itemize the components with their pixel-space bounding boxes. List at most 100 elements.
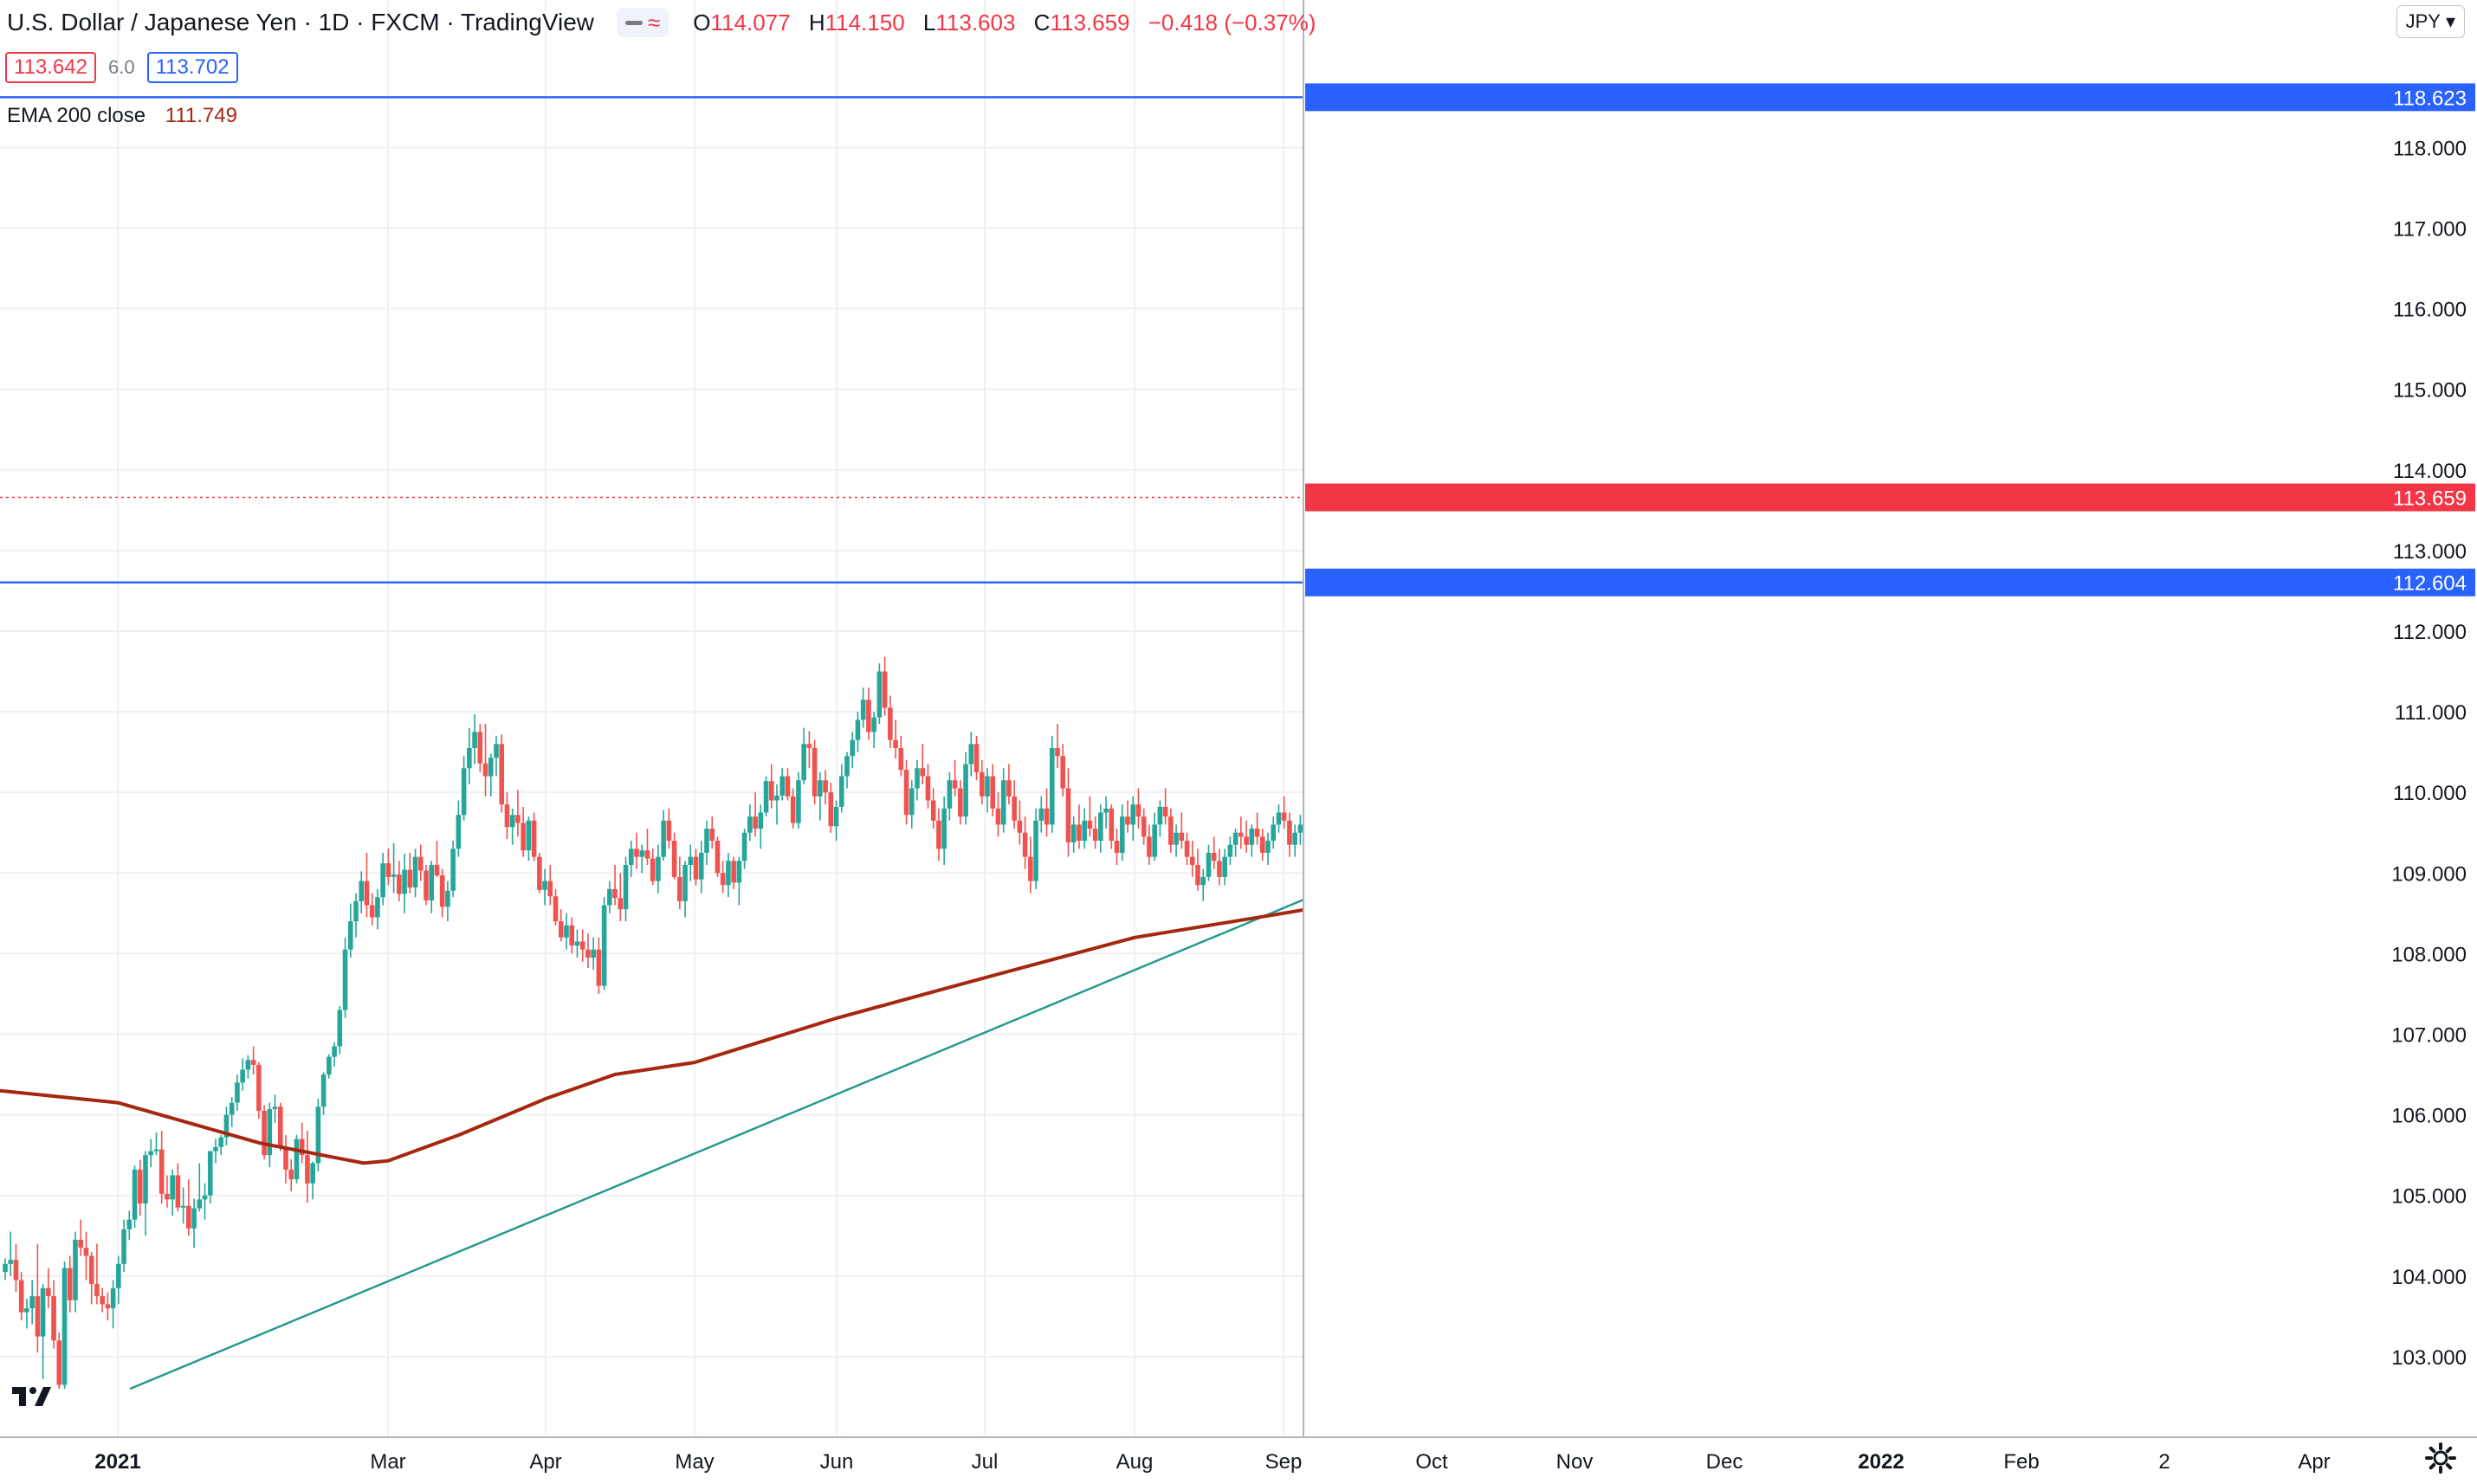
candle-body [402, 869, 407, 894]
candle-body [1168, 816, 1174, 845]
candle-body [137, 1169, 143, 1203]
candle-body [838, 776, 844, 807]
candle-body [915, 768, 920, 789]
candle-body [1082, 820, 1087, 842]
candle-body [628, 848, 634, 865]
candle-body [342, 949, 348, 1010]
candle-body [607, 888, 612, 906]
candle-body [553, 896, 559, 922]
currency-label: JPY [2405, 10, 2441, 32]
candle-body [698, 853, 704, 880]
time-axis[interactable]: 2021 Mar Apr May Jun Jul Aug Sep Oct Nov Dec 2022 Fe… [0, 1436, 2477, 1474]
candle-body [213, 1146, 218, 1152]
candle-body [547, 881, 553, 897]
candle-body [223, 1114, 230, 1138]
candle-body [903, 770, 909, 816]
candle-body [758, 812, 764, 829]
candle-body [990, 776, 996, 809]
candle-body [424, 870, 429, 900]
candle-body [1119, 816, 1125, 853]
time-tick-label: Feb [2003, 1450, 2039, 1474]
symbol-title[interactable]: U.S. Dollar / Japanese Yen · 1D · FXCM ·… [7, 9, 595, 35]
candle-body [677, 876, 682, 901]
time-tick-label: Jul [972, 1450, 999, 1474]
candle-body [165, 1193, 170, 1200]
candle-body [369, 905, 375, 918]
candle-body [1174, 832, 1179, 845]
candle-body [477, 732, 483, 764]
candle-body [763, 781, 769, 813]
quote-row: 113.642 6.0 113.702 [5, 52, 238, 83]
time-tick-label: Mar [370, 1450, 405, 1474]
candle-body [1200, 876, 1206, 886]
price-tick-label: 108.000 [2391, 943, 2467, 966]
candle-body [132, 1169, 138, 1220]
candle-body [105, 1304, 111, 1309]
candle-body [1060, 756, 1066, 789]
candle-body [920, 768, 926, 777]
price-tick-label: 116.000 [2393, 299, 2467, 322]
candle-body [753, 816, 758, 829]
candle-body [930, 800, 936, 821]
price-tick-label: 109.000 [2391, 862, 2467, 886]
price-tick-label: 118.000 [2393, 137, 2467, 160]
price-tick-label: 115.000 [2393, 379, 2467, 403]
visibility-pill[interactable]: ≈ [617, 8, 669, 37]
sell-price-button[interactable]: 113.642 [5, 52, 96, 83]
candle-body [1087, 820, 1093, 829]
candle-body [833, 806, 839, 827]
candle-body [564, 925, 569, 938]
ema-legend[interactable]: EMA 200 close 111.749 [7, 104, 237, 128]
candle-body [979, 771, 985, 797]
candle-body [375, 897, 380, 918]
horizontal-lines-layer [0, 96, 1303, 584]
buy-price-button[interactable]: 113.702 [146, 52, 238, 83]
candle-body [876, 671, 883, 718]
candle-body [1276, 812, 1282, 825]
candle-body [305, 1155, 310, 1184]
candle-body [320, 1074, 327, 1107]
candle-body [1103, 808, 1109, 813]
candle-body [596, 949, 602, 986]
candle-body [537, 856, 542, 890]
currency-select[interactable]: JPY ▾ [2396, 5, 2465, 38]
candle-body [1092, 829, 1098, 842]
candle-body [51, 1296, 56, 1341]
candle-body [197, 1199, 203, 1209]
candle-body [353, 900, 359, 922]
candle-body [1184, 841, 1190, 857]
candle-body [494, 744, 499, 758]
candle-body [267, 1109, 273, 1156]
candle-body [450, 848, 456, 891]
candle-body [1044, 808, 1050, 825]
candle-body [855, 719, 861, 740]
level-price-tag [1305, 83, 2475, 112]
candle-body [1022, 832, 1028, 857]
candle-body [1006, 780, 1012, 797]
candle-body [995, 808, 1001, 825]
time-tick-label: Oct [1415, 1450, 1448, 1474]
candle-body [736, 861, 742, 883]
candle-body [741, 832, 747, 861]
candle-body [170, 1175, 175, 1200]
candle-body [1028, 856, 1033, 881]
candle-body [207, 1151, 213, 1196]
candle-body [1070, 824, 1077, 842]
candle-body [1162, 806, 1168, 817]
gear-icon[interactable] [2423, 1441, 2458, 1475]
candle-body [882, 671, 888, 708]
price-axis[interactable]: 103.000 104.000 105.000 106.000 107.000 108.0… [1303, 0, 2477, 1484]
candle-body [693, 856, 699, 880]
level-price-label: 118.623 [2393, 87, 2467, 110]
candle-body [850, 739, 856, 757]
candle-body [126, 1219, 133, 1229]
candle-body [1254, 829, 1260, 837]
candle-body [1211, 853, 1217, 861]
candle-body [704, 829, 709, 853]
candle-body [175, 1175, 181, 1208]
tradingview-logo-icon[interactable] [10, 1384, 54, 1410]
candle-body [521, 823, 526, 851]
candle-body [429, 864, 435, 900]
candle-body [1017, 820, 1023, 833]
